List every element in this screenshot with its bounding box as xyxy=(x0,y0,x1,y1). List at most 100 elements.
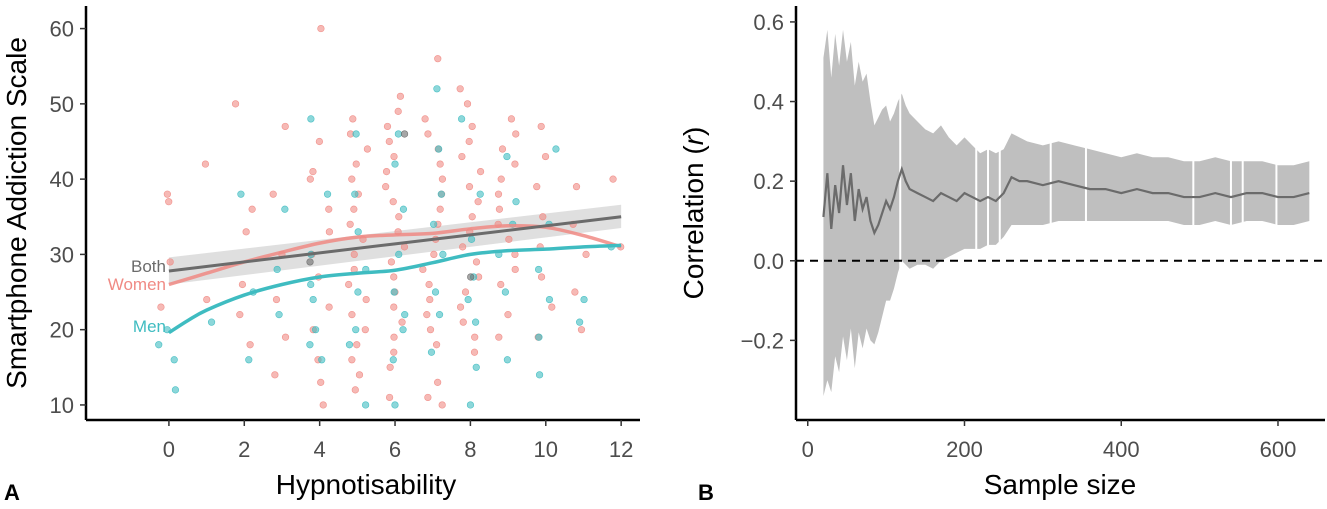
x-tick-label: 12 xyxy=(609,437,633,462)
data-point-women xyxy=(609,175,617,183)
x-ticks: 0 2 4 6 8 10 12 xyxy=(163,420,633,462)
data-point-women xyxy=(465,183,474,191)
data-point-men xyxy=(207,318,216,326)
data-point-women xyxy=(571,288,579,296)
data-point-women xyxy=(345,280,353,289)
data-point-women xyxy=(438,175,447,183)
data-point-men xyxy=(464,295,472,304)
data-point-men xyxy=(345,341,354,349)
data-point-men xyxy=(394,130,402,138)
data-point-women xyxy=(390,348,398,356)
data-point-men xyxy=(535,371,544,379)
data-point-women xyxy=(400,243,409,251)
data-point-men xyxy=(458,115,466,123)
data-point-women xyxy=(465,137,473,146)
data-point-women xyxy=(459,318,467,326)
fit-line-both xyxy=(168,215,622,273)
data-point-men xyxy=(472,318,480,326)
data-point-women xyxy=(390,152,398,161)
y-tick-label: 0.2 xyxy=(753,169,784,194)
data-point-men xyxy=(391,160,399,168)
data-point-men xyxy=(580,295,588,304)
data-point-men xyxy=(476,190,484,198)
data-point-women xyxy=(438,401,446,409)
data-point-overlap xyxy=(467,273,475,281)
data-point-men xyxy=(431,288,440,296)
x-ticks: 0 200 400 600 xyxy=(802,420,1297,462)
data-point-women xyxy=(458,152,466,161)
data-point-women xyxy=(231,100,240,108)
y-axis-title-italic: r xyxy=(678,134,709,145)
data-point-men xyxy=(472,363,480,371)
data-point-men xyxy=(323,190,332,198)
x-tick-label: 10 xyxy=(534,437,558,462)
data-point-women xyxy=(471,333,479,341)
x-tick-label: 600 xyxy=(1260,437,1297,462)
data-point-women xyxy=(361,326,369,334)
data-point-men xyxy=(354,288,362,296)
data-point-men xyxy=(467,235,476,243)
data-point-men xyxy=(389,356,397,364)
data-point-men xyxy=(503,152,511,161)
fit-label-both: Both xyxy=(131,257,166,276)
data-point-women xyxy=(468,122,476,131)
y-ticks: 10 20 30 40 50 60 xyxy=(50,17,86,418)
data-point-women xyxy=(325,303,333,311)
data-point-women xyxy=(385,137,393,146)
data-point-women xyxy=(432,341,441,349)
data-point-women xyxy=(157,303,165,311)
y-axis-title: Smartphone Addiction Scale xyxy=(1,37,32,389)
data-point-women xyxy=(248,205,256,213)
data-point-women xyxy=(166,258,174,266)
data-point-women xyxy=(494,190,503,198)
data-point-men xyxy=(399,205,408,213)
data-point-women xyxy=(497,280,505,289)
x-tick-label: 200 xyxy=(946,437,983,462)
y-tick-label: 0.6 xyxy=(753,10,784,35)
data-point-women xyxy=(317,24,325,33)
data-point-women xyxy=(430,250,438,258)
data-point-women xyxy=(423,311,431,319)
data-point-women xyxy=(363,145,372,153)
y-tick-label: −0.2 xyxy=(741,328,784,353)
data-point-women xyxy=(424,393,432,402)
data-point-men xyxy=(307,115,315,123)
data-point-men xyxy=(576,318,584,326)
data-point-women xyxy=(309,168,317,176)
data-point-men xyxy=(171,386,180,394)
data-point-men xyxy=(466,401,475,409)
data-point-women xyxy=(498,145,507,153)
fit-lines xyxy=(167,215,622,335)
data-point-women xyxy=(238,280,247,289)
data-point-women xyxy=(165,198,173,206)
data-point-men xyxy=(309,295,317,304)
data-point-men xyxy=(552,145,560,153)
fit-label-men: Men xyxy=(133,317,166,336)
data-point-women xyxy=(387,258,396,266)
data-point-women xyxy=(281,122,289,131)
data-point-women xyxy=(353,341,361,349)
x-tick-label: 0 xyxy=(802,437,814,462)
data-point-men xyxy=(362,401,370,409)
data-point-women xyxy=(236,311,244,319)
y-axis-title: Correlation (r) xyxy=(678,127,709,300)
data-point-women xyxy=(426,295,434,304)
data-point-women xyxy=(355,371,364,379)
data-point-women xyxy=(504,311,512,319)
data-point-women xyxy=(382,183,390,191)
y-tick-label: 10 xyxy=(50,393,74,418)
data-point-women xyxy=(203,295,211,304)
x-axis-title: Sample size xyxy=(984,469,1137,500)
data-point-men xyxy=(545,295,554,304)
x-tick-label: 2 xyxy=(238,437,250,462)
data-point-women xyxy=(436,205,444,213)
data-point-women xyxy=(396,92,405,100)
data-point-men xyxy=(390,288,398,296)
data-point-women xyxy=(456,303,465,311)
data-point-women xyxy=(306,175,314,183)
panel-label-b: B xyxy=(698,480,714,505)
data-point-overlap xyxy=(306,258,314,266)
data-point-women xyxy=(470,348,479,356)
data-point-women xyxy=(511,265,519,274)
